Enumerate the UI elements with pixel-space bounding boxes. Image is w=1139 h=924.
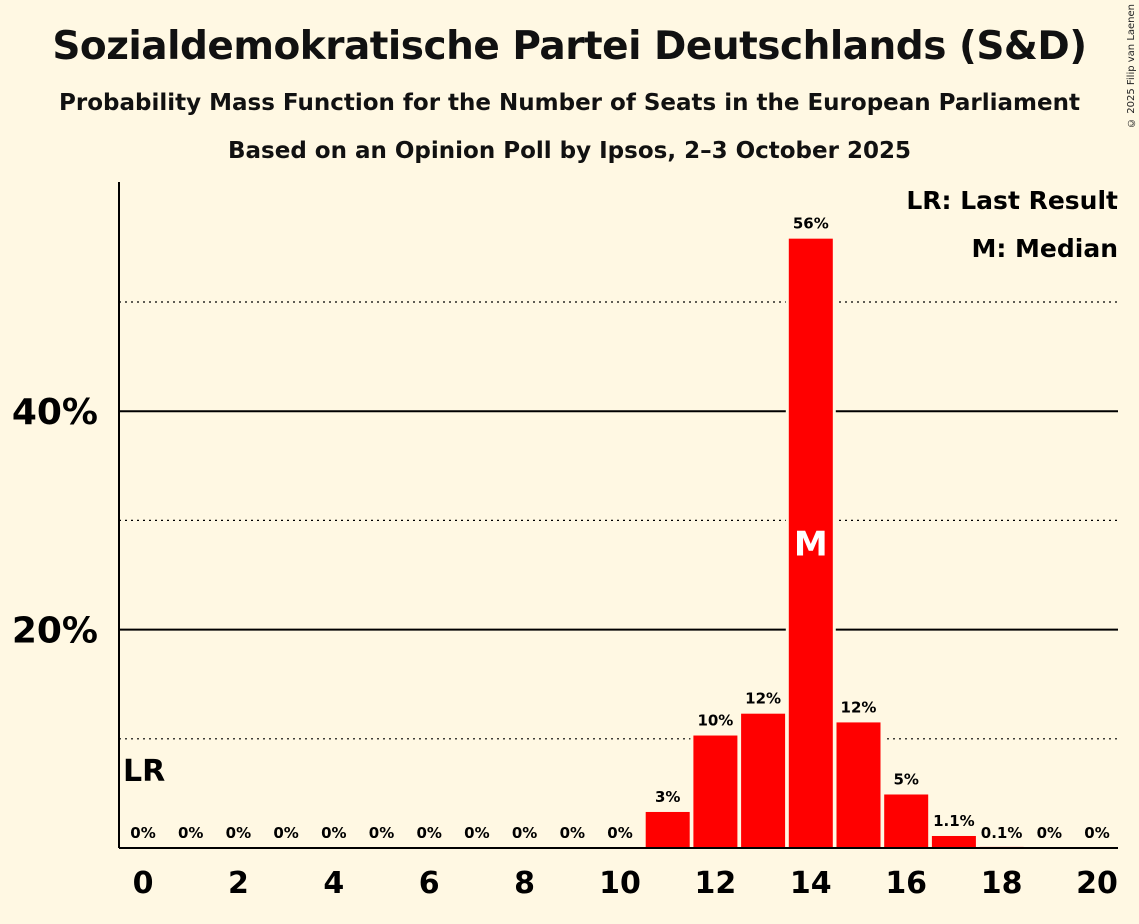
bar-value-label: 10% [697, 712, 733, 730]
x-tick-label: 0 [133, 866, 154, 901]
bar-value-label: 1.1% [933, 812, 975, 830]
x-tick-label: 8 [514, 866, 535, 901]
bar-value-label: 0% [130, 824, 155, 842]
chart-source: Based on an Opinion Poll by Ipsos, 2–3 O… [227, 138, 911, 164]
bar-value-label: 0% [273, 824, 298, 842]
y-tick-label: 20% [12, 611, 98, 652]
bar-value-label: 0.1% [981, 824, 1023, 842]
x-tick-label: 14 [790, 866, 832, 901]
axes [118, 182, 1118, 849]
last-result-marker: LR [123, 754, 165, 789]
bar-seat-14 [788, 238, 833, 848]
bar-seat-12 [693, 735, 738, 848]
bar-seat-11 [645, 811, 690, 848]
bar-value-label: 0% [1084, 824, 1109, 842]
bar-value-label: 56% [793, 215, 829, 233]
bar-value-label: 12% [745, 690, 781, 708]
bar-seat-15 [836, 722, 881, 848]
bar-value-label: 0% [464, 824, 489, 842]
legend-median: M: Median [971, 234, 1118, 263]
bar-seat-17 [931, 835, 976, 848]
bar-value-label: 0% [560, 824, 585, 842]
x-tick-label: 18 [981, 866, 1023, 901]
x-tick-label: 10 [599, 866, 641, 901]
x-tick-label: 6 [419, 866, 440, 901]
markers: LR M [123, 524, 828, 789]
legend-last-result: LR: Last Result [906, 186, 1118, 215]
bar-value-label: 0% [607, 824, 632, 842]
bar-value-label: 3% [655, 788, 680, 806]
bar-labels: 0% 0% 0% 0% 0% 0% 0% 0% 0% 0% 0% 3% 10% 12% 56% 12% 5% 1.… [130, 215, 1109, 842]
chart-subtitle: Probability Mass Function for the Number… [59, 90, 1080, 116]
bar-seat-16 [884, 794, 929, 848]
bars [642, 235, 1027, 848]
bar-value-label: 12% [841, 698, 877, 716]
gridlines [119, 301, 1118, 740]
bar-value-label: 0% [369, 824, 394, 842]
bar-seat-13 [741, 713, 786, 848]
x-tick-label: 12 [695, 866, 737, 901]
bar-value-label: 0% [1037, 824, 1062, 842]
x-tick-label: 20 [1076, 866, 1118, 901]
bar-value-label: 5% [893, 770, 918, 788]
bar-value-label: 0% [226, 824, 251, 842]
bar-value-label: 0% [321, 824, 346, 842]
bar-value-label: 0% [416, 824, 441, 842]
x-tick-label: 4 [323, 866, 344, 901]
y-tick-label: 40% [12, 392, 98, 433]
x-tick-label: 2 [228, 866, 249, 901]
median-marker: M [794, 524, 828, 564]
bar-value-label: 0% [512, 824, 537, 842]
tick-labels: 20% 40% 0 2 4 6 8 10 12 14 16 18 20 [12, 392, 1118, 901]
bar-gap [976, 843, 1027, 848]
chart-title: Sozialdemokratische Partei Deutschlands … [52, 24, 1087, 69]
x-tick-label: 16 [885, 866, 927, 901]
bar-value-label: 0% [178, 824, 203, 842]
